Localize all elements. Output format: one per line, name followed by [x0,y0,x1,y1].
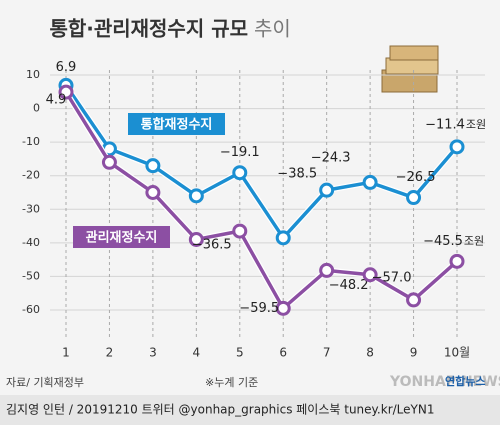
x-tick-label: 2 [106,346,114,360]
plot: 10 0 -10 -20 -30 -40 -50 -60 1 2 3 4 5 6 7 8 9 10월 6.9 −19.… [22,60,486,360]
unit-label: 조원 [466,118,486,131]
chart-title: 통합·관리재정수지 규모 [49,17,248,41]
point [449,139,465,155]
value-label: −48.2 [329,278,369,293]
value-label: 6.9 [56,60,77,75]
watermark: YONHAP NEWS [389,374,500,390]
x-tick-label: 5 [236,346,244,360]
series-line [64,84,459,241]
x-tick-label: 9 [410,346,418,360]
money-icon [381,45,439,93]
chart-title-suffix: 추이 [254,17,291,41]
x-tick-label: 8 [366,346,374,360]
legend-label: 관리재정수지 [86,230,158,246]
x-tick-label: 3 [149,346,157,360]
point [145,158,161,174]
y-tick-label: -50 [22,269,40,282]
point [145,185,161,200]
point [362,267,378,283]
y-tick-label: -60 [22,303,40,316]
point [406,292,422,308]
value-label: −59.5 [239,301,279,316]
point [232,165,248,181]
point [188,188,204,204]
value-label: −45.5 [423,234,463,249]
point [232,223,248,239]
note: ※누계 기준 [205,376,258,389]
point [319,262,335,278]
x-tick-label: 6 [279,346,287,360]
credit: 김지영 인턴 / 20191210 트위터 @yonhap_graphics 페… [6,403,434,417]
value-label: −26.5 [396,170,436,185]
value-label: −57.0 [372,270,412,285]
legend-label: 통합재정수지 [141,117,213,133]
value-label: −19.1 [220,145,260,160]
y-tick-label: 0 [33,102,40,115]
point [101,154,117,170]
point [449,253,465,269]
point [275,300,291,316]
logo: 연합뉴스 [445,374,485,388]
point [362,174,378,190]
x-tick-label: 1 [62,346,70,360]
x-tick-label: 7 [323,346,331,360]
source: 자료/ 기획재정부 [6,376,84,389]
x-tick-label: 10월 [444,346,470,360]
y-tick-label: -30 [22,202,40,215]
x-tick-label: 4 [193,346,201,360]
series-line [64,91,459,312]
value-label: 4.9 [46,93,67,108]
unit-label: 조원 [464,234,484,247]
y-tick-label: -20 [22,169,40,182]
point [188,232,204,247]
y-tick-label: 10 [26,68,40,81]
value-label: −38.5 [277,166,317,181]
point [319,182,335,198]
point [275,230,291,246]
value-label: −11.4 [425,117,465,132]
legend-box [128,113,225,135]
legend-box [73,226,170,248]
y-tick-label: -10 [22,135,40,148]
point [58,84,74,100]
footer-band [0,395,500,425]
value-label: −36.5 [192,238,232,253]
y-tick-label: -40 [22,236,40,249]
point [406,190,422,206]
value-label: −24.3 [311,151,351,166]
